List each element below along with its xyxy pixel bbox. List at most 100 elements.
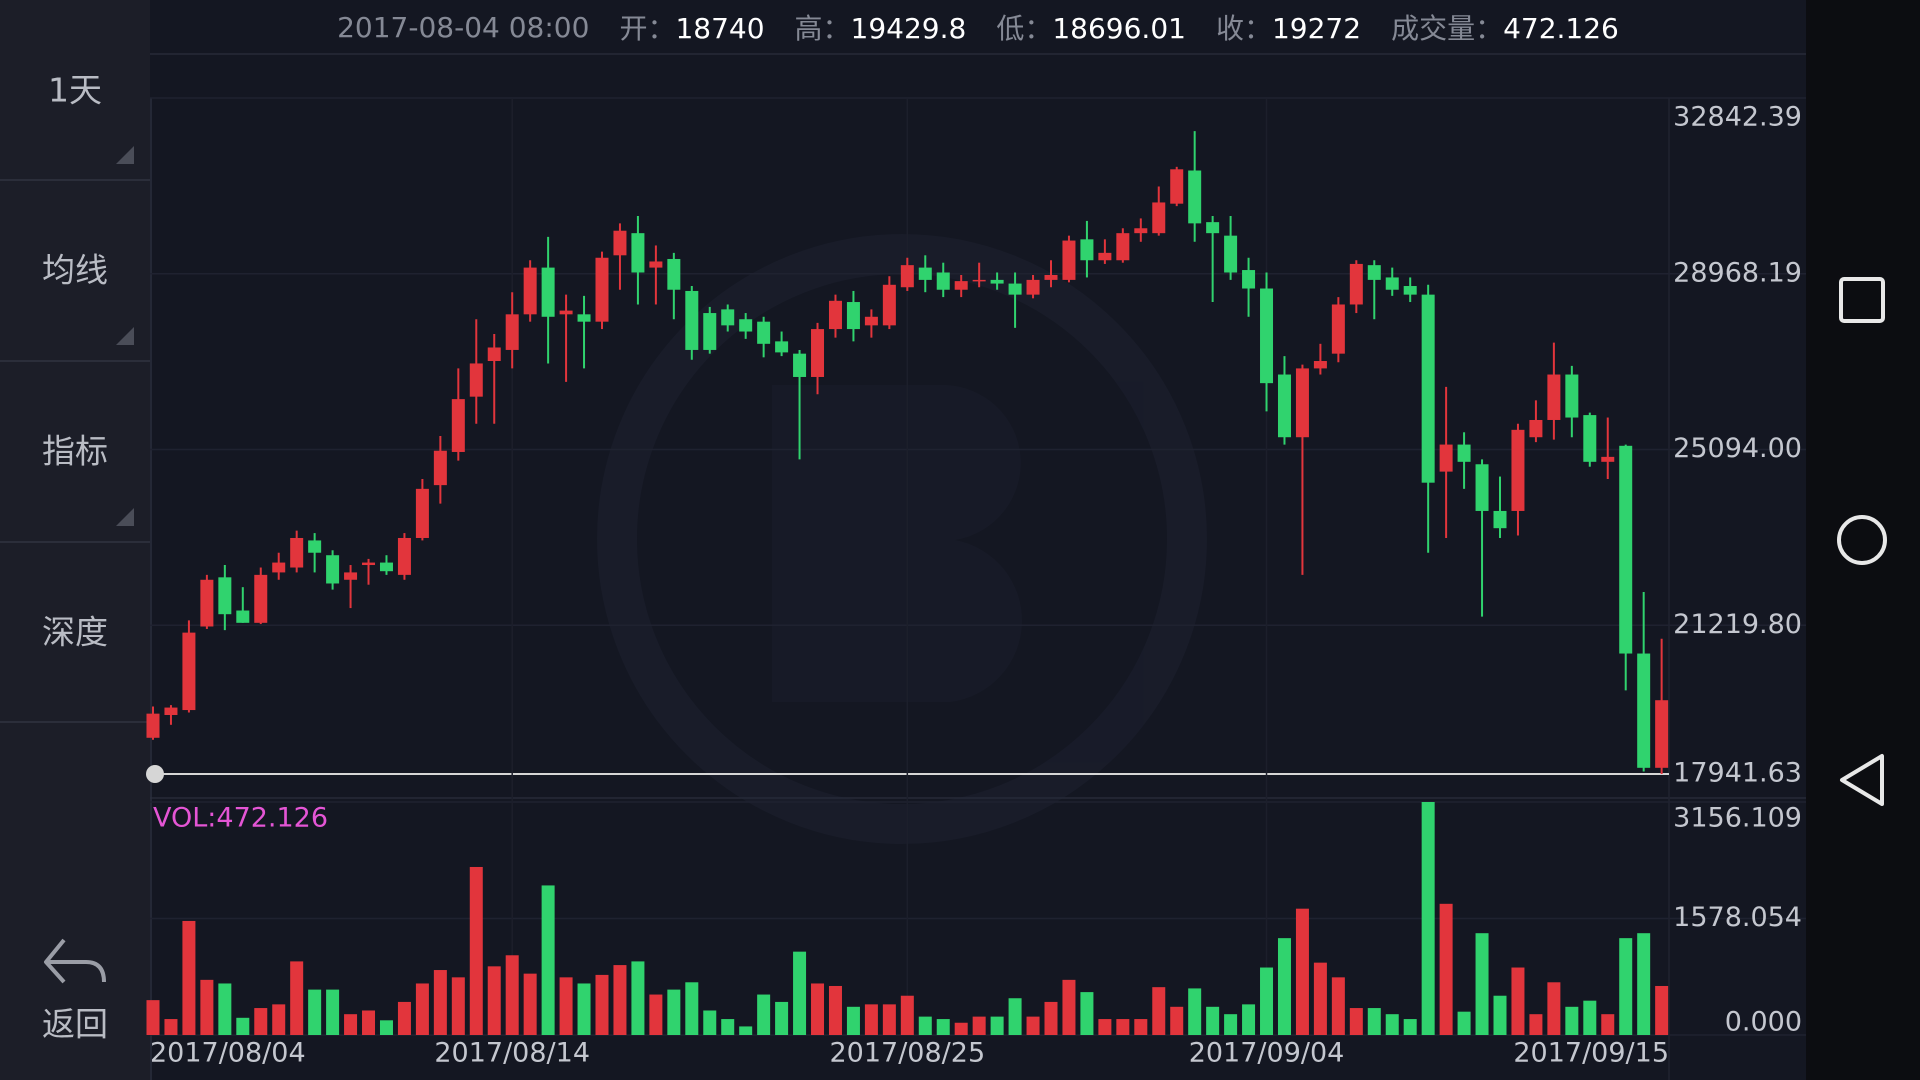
nav-buttons [1837, 277, 1887, 806]
candle-body [272, 562, 286, 573]
watermark [597, 234, 1207, 844]
nav-recent[interactable] [1839, 277, 1885, 323]
nav-back[interactable] [1840, 754, 1884, 806]
volume-bar [1152, 987, 1166, 1035]
sidebar-item[interactable]: 均线 [42, 251, 108, 290]
candle [649, 245, 663, 305]
volume-bar [1403, 1019, 1417, 1035]
header-label: 高： [794, 12, 851, 45]
candle [1008, 272, 1022, 328]
candle [1098, 239, 1112, 264]
candle-body [236, 610, 250, 623]
candle [1188, 131, 1202, 242]
header-field: 收：19272 [1216, 7, 1361, 47]
candle [882, 276, 896, 330]
candle [236, 587, 250, 623]
volume-bar [703, 1010, 717, 1035]
candle-body [613, 230, 627, 256]
candle [397, 533, 411, 580]
candle-body [1601, 456, 1615, 462]
candle [1475, 459, 1489, 617]
candle [182, 620, 196, 713]
candle-body [1385, 277, 1399, 290]
volume-bar [1421, 802, 1435, 1035]
candle-body [811, 329, 825, 377]
candle [1529, 400, 1543, 443]
candle [308, 533, 322, 573]
volume-bar [236, 1017, 250, 1035]
candle-body [344, 572, 358, 580]
candle [1403, 277, 1417, 303]
price-line-handle [146, 765, 164, 783]
candle [1152, 186, 1166, 236]
volume-bar [218, 983, 232, 1035]
volume-bar [1313, 962, 1327, 1035]
candle-body [1206, 222, 1220, 234]
candle-body [1583, 415, 1597, 462]
volume-bar [685, 982, 699, 1035]
back-icon[interactable] [44, 938, 106, 984]
candle-body [290, 537, 304, 568]
candle [811, 322, 825, 395]
candle-body [559, 310, 573, 315]
candle-body [595, 257, 609, 322]
volume-bar [1331, 977, 1345, 1035]
candle-body [1224, 235, 1238, 273]
volume-bar [1062, 979, 1076, 1035]
candle-body [326, 555, 340, 584]
y-tick-label: 32842.39 [1673, 102, 1802, 133]
back-button[interactable]: 返回 [42, 1005, 108, 1044]
candle-body [1511, 429, 1525, 511]
volume-bar [1224, 1014, 1238, 1035]
candle [541, 236, 555, 364]
volume-tick-label: 3156.109 [1673, 803, 1802, 834]
candle [846, 290, 860, 342]
header-value: 19272 [1271, 12, 1362, 45]
volume-bar [613, 965, 627, 1035]
y-tick-label: 28968.19 [1673, 257, 1802, 288]
candle-body [577, 314, 591, 322]
sidebar-item[interactable]: 指标 [42, 432, 108, 471]
candle-body [775, 341, 789, 353]
candle-body [308, 540, 322, 553]
candle-body [218, 577, 232, 615]
header-value: 472.126 [1503, 12, 1619, 45]
candle-body [1062, 240, 1076, 280]
volume-bar [290, 961, 304, 1035]
volume-bar [793, 951, 807, 1035]
volume-label: VOL:472.126 [153, 803, 328, 834]
dropdown-corner [116, 327, 134, 345]
volume-bar [1619, 938, 1633, 1035]
header-label: 收： [1215, 12, 1272, 45]
header-value: 18696.01 [1052, 12, 1186, 45]
volume-bar [1277, 938, 1291, 1035]
candle-body [1367, 265, 1381, 280]
sidebar-item[interactable]: 1天 [48, 71, 102, 110]
volume-bar [433, 970, 447, 1035]
candle [164, 705, 178, 725]
candle-body [146, 713, 160, 738]
candle-body [1260, 288, 1274, 384]
volume-bar [775, 1001, 789, 1035]
candle-body [1295, 368, 1309, 438]
volume-bar [1170, 1006, 1184, 1035]
candle [254, 567, 268, 625]
candle [1619, 444, 1633, 691]
header-value: 18740 [675, 12, 765, 45]
candle-body [523, 267, 537, 315]
volume-bar [1367, 1008, 1381, 1035]
volume-bar [595, 974, 609, 1035]
nav-home[interactable] [1837, 515, 1887, 565]
volume-bar [379, 1020, 393, 1035]
volume-bar [577, 983, 591, 1035]
volume-bar [1098, 1019, 1112, 1035]
candle [1277, 356, 1291, 445]
candle [1062, 235, 1076, 283]
sidebar-item[interactable]: 深度 [42, 613, 108, 652]
candle [146, 706, 160, 740]
candle-body [505, 314, 519, 350]
volume-bar [308, 989, 322, 1035]
volume-bar [1188, 988, 1202, 1035]
candle-body [954, 281, 968, 290]
candle [864, 309, 878, 338]
